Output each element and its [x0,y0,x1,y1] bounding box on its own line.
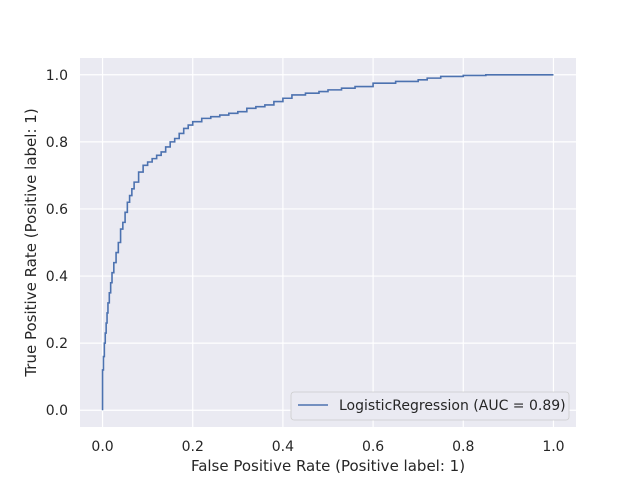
plot-area [80,58,576,427]
y-tick-label: 0.4 [46,269,68,285]
legend: LogisticRegression (AUC = 0.89) [290,391,570,421]
x-tick-label: 0.8 [452,439,474,455]
roc-curve-line [101,73,554,411]
y-axis-label: True Positive Rate (Positive label: 1) [22,108,40,377]
grid-lines [80,58,576,427]
tick-labels: 0.0 0.2 0.4 0.6 0.8 1.0 0.0 0.2 0.4 0.6 0.8 1.0 [46,68,565,455]
y-tick-label: 0.2 [46,336,68,352]
x-tick-label: 0.0 [91,439,113,455]
y-tick-label: 1.0 [46,68,68,84]
x-tick-label: 1.0 [542,439,564,455]
x-tick-label: 0.4 [272,439,294,455]
y-tick-label: 0.0 [46,403,68,419]
legend-entry-label: LogisticRegression (AUC = 0.89) [339,398,566,414]
x-axis-label: False Positive Rate (Positive label: 1) [191,457,465,475]
x-tick-label: 0.2 [182,439,204,455]
y-tick-label: 0.8 [46,135,68,151]
y-tick-label: 0.6 [46,202,68,218]
legend-box [290,391,570,421]
x-tick-label: 0.6 [362,439,384,455]
